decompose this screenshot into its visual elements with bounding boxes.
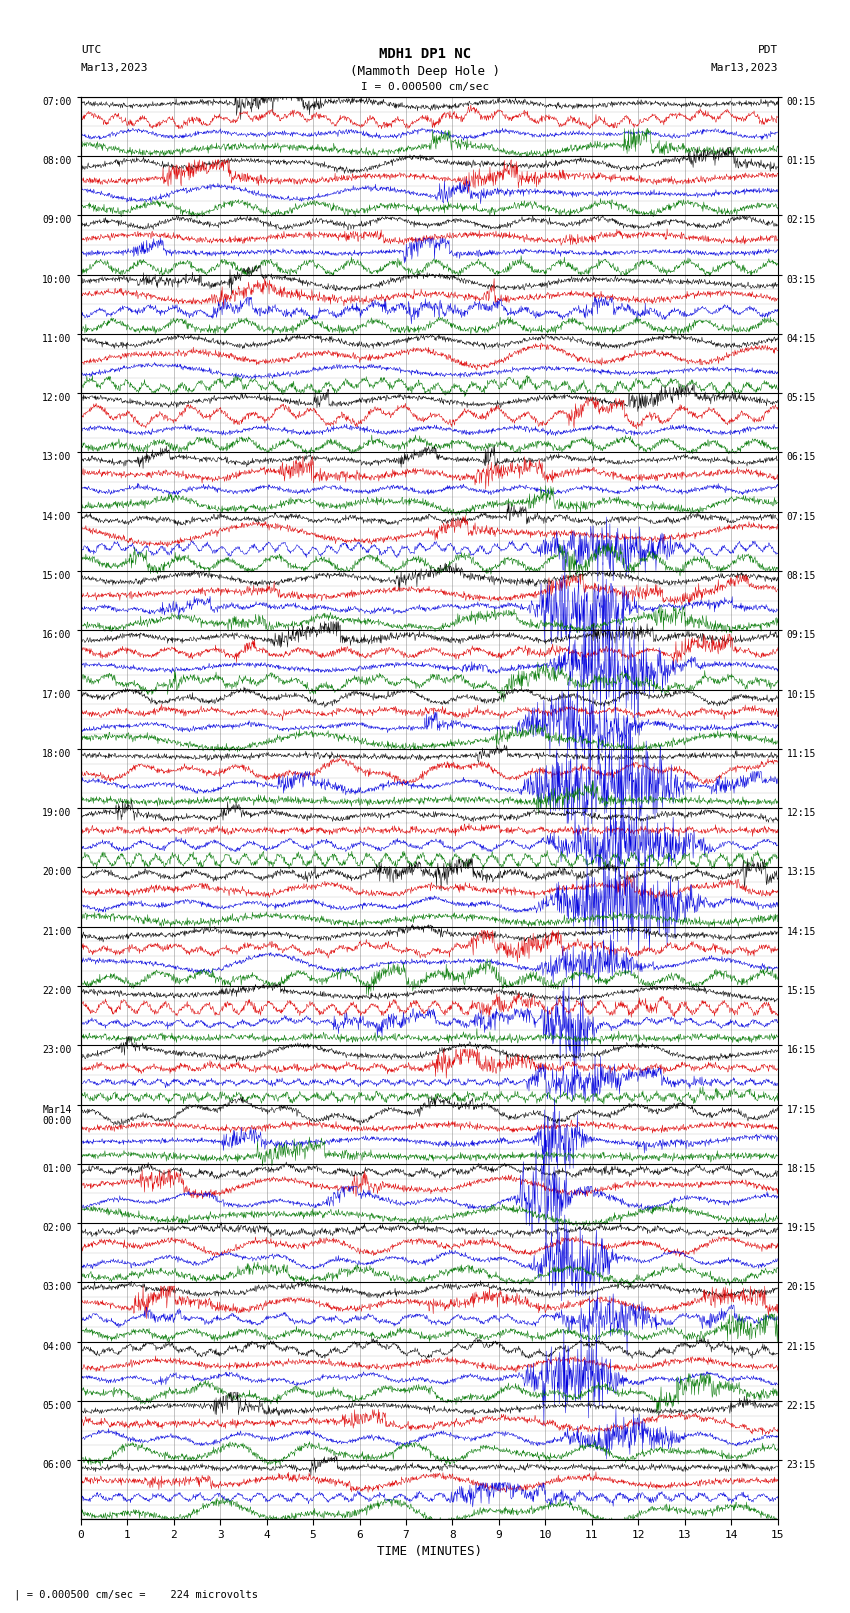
X-axis label: TIME (MINUTES): TIME (MINUTES) [377, 1545, 482, 1558]
Text: I = 0.000500 cm/sec: I = 0.000500 cm/sec [361, 82, 489, 92]
Text: PDT: PDT [757, 45, 778, 55]
Text: UTC: UTC [81, 45, 101, 55]
Text: | = 0.000500 cm/sec =    224 microvolts: | = 0.000500 cm/sec = 224 microvolts [8, 1589, 258, 1600]
Text: MDH1 DP1 NC: MDH1 DP1 NC [379, 47, 471, 61]
Text: (Mammoth Deep Hole ): (Mammoth Deep Hole ) [350, 65, 500, 77]
Text: Mar13,2023: Mar13,2023 [81, 63, 148, 73]
Text: Mar13,2023: Mar13,2023 [711, 63, 778, 73]
